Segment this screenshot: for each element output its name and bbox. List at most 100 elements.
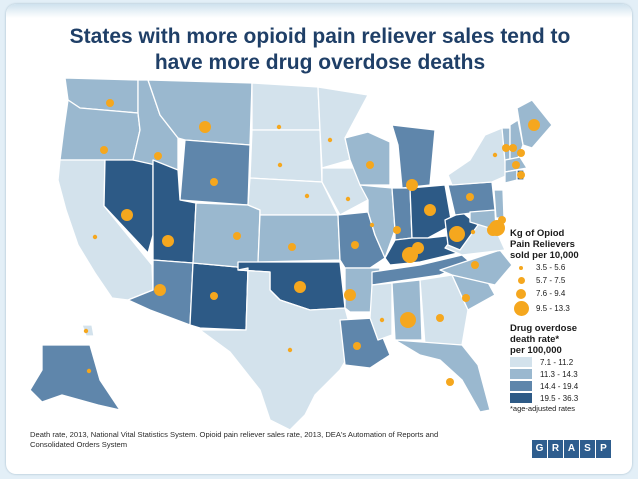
sales-legend-heading: Kg of Opiod Pain Relievers sold per 10,0… — [510, 228, 625, 261]
state-tx — [199, 267, 356, 431]
dot-size-2-icon — [517, 277, 525, 284]
dot-size-4-icon — [513, 301, 529, 316]
sales-heading-line-3: sold per 10,000 — [510, 250, 579, 261]
chart-title: States with more opioid pain reliever sa… — [40, 24, 600, 76]
state-fl — [394, 339, 491, 413]
sales-dot-sd — [277, 162, 283, 168]
sales-dot-id — [154, 152, 162, 160]
death-legend-item: 14.4 - 19.4 — [510, 380, 625, 392]
sales-dot-ny — [492, 152, 498, 158]
source-footnote: Death rate, 2013, National Vital Statist… — [30, 430, 439, 449]
sales-dot-nd — [276, 124, 282, 130]
death-bin-label: 14.4 - 19.4 — [540, 381, 579, 391]
state-ks — [257, 214, 341, 263]
state-ct — [504, 169, 518, 184]
death-legend-heading: Drug overdose death rate* per 100,000 — [510, 323, 625, 356]
dot-size-3-icon — [516, 288, 526, 299]
sales-bin-label: 9.5 - 13.3 — [536, 304, 570, 313]
sales-dot-nm — [210, 292, 218, 300]
state-ak — [29, 344, 121, 411]
sales-dot-ga — [436, 314, 444, 322]
death-legend-item: 7.1 - 11.2 — [510, 356, 625, 368]
state-mi — [391, 124, 436, 189]
swatch-icon — [510, 369, 532, 379]
sales-dot-tx — [287, 347, 293, 353]
sales-dot-sc — [462, 294, 470, 302]
swatch-icon — [510, 393, 532, 403]
swatch-icon — [510, 357, 532, 367]
sales-dot-mi — [406, 179, 418, 191]
logo-letter: P — [596, 440, 611, 458]
age-adjusted-note: *age-adjusted rates — [510, 404, 576, 413]
death-bin-label: 7.1 - 11.2 — [540, 357, 574, 367]
state-nm — [189, 262, 249, 331]
logo-letter: R — [548, 440, 563, 458]
sales-dot-ms — [379, 317, 385, 323]
state-wi — [344, 131, 391, 186]
sales-dot-fl — [446, 378, 454, 386]
grasp-logo: G R A S P — [532, 440, 612, 458]
sales-bin-label: 7.6 - 9.4 — [536, 289, 566, 298]
death-bin-label: 11.3 - 14.3 — [540, 369, 578, 379]
sales-dot-in — [393, 226, 401, 234]
sales-dot-il — [369, 222, 375, 228]
sales-dot-ca — [92, 234, 98, 240]
sales-dot-nc — [471, 261, 479, 269]
sales-dot-ri — [517, 171, 525, 179]
sales-dot-wa — [106, 99, 114, 107]
sales-dot-ne — [304, 193, 310, 199]
title-line-1: States with more opioid pain reliever sa… — [69, 25, 571, 48]
sales-heading-line-2: Pain Relievers — [510, 239, 575, 250]
swatch-icon — [510, 381, 532, 391]
sales-legend-item: 5.7 - 7.5 — [510, 274, 625, 287]
death-heading-line-3: per 100,000 — [510, 345, 562, 356]
states-layer — [29, 77, 553, 431]
legend: Kg of Opiod Pain Relievers sold per 10,0… — [510, 228, 625, 413]
death-heading-line-2: death rate* — [510, 334, 560, 345]
death-legend-item: 11.3 - 14.3 — [510, 368, 625, 380]
state-nd — [251, 82, 321, 131]
state-ny — [447, 127, 509, 186]
sales-dot-ut — [162, 235, 174, 247]
sales-dot-ar — [344, 289, 356, 301]
sales-dot-mt — [199, 121, 211, 133]
sales-legend-item: 3.5 - 5.6 — [510, 261, 625, 274]
sales-dots-layer — [83, 99, 540, 386]
sales-dot-md — [487, 224, 499, 236]
state-sd — [249, 129, 323, 183]
sales-dot-az — [154, 284, 166, 296]
sales-dot-wv — [449, 226, 465, 242]
state-ga — [419, 274, 469, 346]
logo-letter: S — [580, 440, 595, 458]
sales-dot-al — [400, 312, 416, 328]
sales-dot-wy — [210, 178, 218, 186]
death-heading-line-1: Drug overdose — [510, 323, 578, 334]
sales-dot-ks — [288, 243, 296, 251]
sales-dot-tn — [402, 247, 418, 263]
state-al — [391, 279, 423, 341]
sales-dot-va — [470, 229, 476, 235]
title-line-2: have more drug overdose deaths — [154, 51, 486, 74]
logo-letter: G — [532, 440, 547, 458]
sales-dot-la — [353, 342, 361, 350]
sales-dot-ma — [517, 149, 525, 157]
state-ms — [369, 282, 393, 341]
sales-dot-or — [100, 146, 108, 154]
sales-bin-label: 3.5 - 5.6 — [536, 263, 566, 272]
state-co — [192, 202, 261, 269]
sales-dot-hi — [83, 328, 89, 334]
sales-dot-nv — [121, 209, 133, 221]
sales-dot-wi — [366, 161, 374, 169]
sales-heading-line-1: Kg of Opiod — [510, 228, 565, 239]
logo-letter: A — [564, 440, 579, 458]
sales-dot-ia — [345, 196, 351, 202]
sales-dot-nh — [509, 144, 517, 152]
sales-legend-item: 9.5 - 13.3 — [510, 300, 625, 317]
sales-legend-item: 7.6 - 9.4 — [510, 287, 625, 300]
sales-dot-co — [233, 232, 241, 240]
sales-dot-me — [528, 119, 540, 131]
sales-dot-ct — [512, 161, 520, 169]
sales-dot-ak — [86, 368, 92, 374]
sales-dot-mo — [351, 241, 359, 249]
